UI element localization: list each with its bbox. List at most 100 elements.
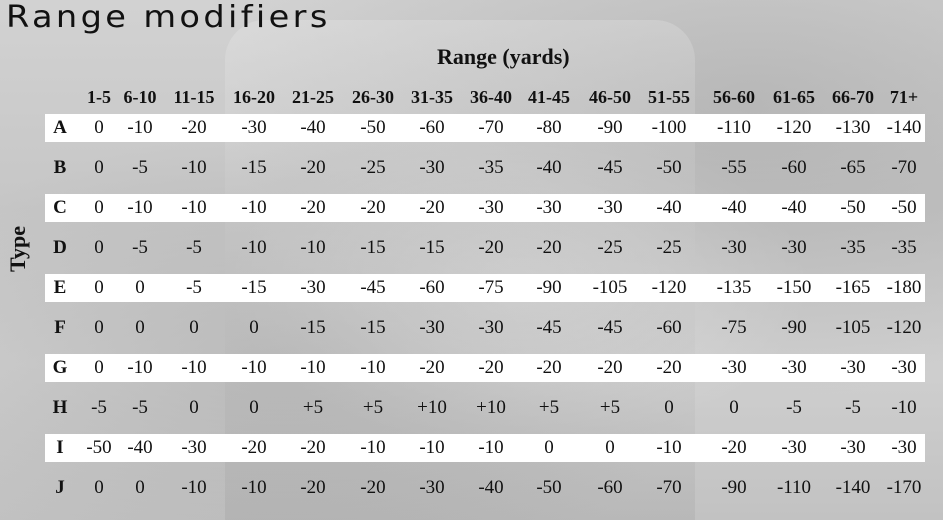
table-cell: -40	[300, 117, 326, 138]
table-cell: -30	[597, 197, 623, 218]
column-header: 41-45	[528, 87, 570, 107]
table-cell: -20	[419, 357, 445, 378]
table-cell: -10	[127, 357, 153, 378]
table-cell: -140	[886, 117, 922, 138]
column-header: 56-60	[713, 87, 755, 107]
table-cell: -45	[360, 277, 386, 298]
table-cell: 0	[94, 277, 104, 298]
table-row: D 0 -5 -5 -10 -10 -15 -15 -20 -20 -25 -25 -30 -30 -35 -…	[45, 234, 925, 262]
table-row: C 0 -10 -10 -10 -20 -20 -20 -30 -30 -30 -40 -40 -40 -5…	[45, 194, 925, 222]
table-cell: -10	[419, 437, 445, 458]
column-header: 6-10	[123, 87, 157, 107]
table-cell: -15	[360, 237, 386, 258]
table-cell: -105	[835, 317, 871, 338]
table-cell: -5	[845, 397, 861, 418]
column-header: 1-5	[87, 87, 111, 107]
table-cell: -40	[127, 437, 153, 458]
table-cell: 0	[249, 317, 259, 338]
table-cell: -135	[716, 277, 752, 298]
table-cell: -15	[419, 237, 445, 258]
table-cell: 0	[605, 437, 615, 458]
table-cell: -20	[536, 357, 562, 378]
table-cell: -15	[360, 317, 386, 338]
table-cell: 0	[94, 197, 104, 218]
table-cell: 0	[664, 397, 674, 418]
table-cell: -20	[181, 117, 207, 138]
table-cell: -35	[840, 237, 866, 258]
table-cell: -90	[597, 117, 623, 138]
table-cell: -20	[241, 437, 267, 458]
table-cell: -20	[300, 437, 326, 458]
table-cell: -120	[651, 277, 687, 298]
table-cell: -100	[651, 117, 687, 138]
column-header: 36-40	[470, 87, 512, 107]
table-cell: -20	[721, 437, 747, 458]
column-header: 26-30	[352, 87, 394, 107]
table-cell: -70	[478, 117, 504, 138]
table-cell: -30	[241, 117, 267, 138]
table-cell: -110	[776, 477, 812, 498]
table-cell: -50	[840, 197, 866, 218]
table-cell: -10	[891, 397, 917, 418]
table-cell: -40	[536, 157, 562, 178]
table-row: G 0 -10 -10 -10 -10 -10 -20 -20 -20 -20 -20 -30 -30 -3…	[45, 354, 925, 382]
table-cell: -30	[300, 277, 326, 298]
table-cell: -30	[781, 437, 807, 458]
table-cell: 0	[94, 357, 104, 378]
table-cell: 0	[94, 317, 104, 338]
table-cell: -20	[360, 197, 386, 218]
table-cell: +5	[362, 397, 384, 418]
table-cell: -35	[478, 157, 504, 178]
row-label: E	[53, 277, 67, 298]
table-cell: -10	[127, 197, 153, 218]
table-row: A 0 -10 -20 -30 -40 -50 -60 -70 -80 -90 -100 -110 -12…	[45, 114, 925, 142]
table-cell: -60	[419, 277, 445, 298]
table-cell: -30	[781, 357, 807, 378]
table-cell: -140	[835, 477, 871, 498]
column-header: 16-20	[233, 87, 275, 107]
table-cell: -5	[186, 277, 202, 298]
table-cell: -90	[536, 277, 562, 298]
table-cell: -30	[419, 477, 445, 498]
table-cell: -20	[300, 477, 326, 498]
row-label: D	[53, 237, 67, 258]
table-cell: -45	[597, 157, 623, 178]
range-heading: Range (yards)	[437, 44, 570, 69]
table-cell: +5	[538, 397, 560, 418]
table-cell: -20	[478, 237, 504, 258]
table-cell: -20	[656, 357, 682, 378]
table-cell: -30	[478, 317, 504, 338]
table-cell: -50	[656, 157, 682, 178]
table-cell: 0	[94, 157, 104, 178]
column-header: 51-55	[648, 87, 690, 107]
table-cell: -20	[300, 157, 326, 178]
table-cell: -30	[840, 437, 866, 458]
table-cell: -110	[716, 117, 752, 138]
table-cell: -60	[597, 477, 623, 498]
row-label: B	[53, 157, 67, 178]
table-cell: -10	[127, 117, 153, 138]
page-title: Range modifiers	[6, 0, 331, 35]
row-label: F	[54, 317, 66, 338]
table-cell: -30	[781, 237, 807, 258]
table-cell: -20	[536, 237, 562, 258]
table-cell: -30	[419, 157, 445, 178]
table-cell: +10	[417, 397, 447, 418]
table-cell: -25	[360, 157, 386, 178]
table-cell: -65	[840, 157, 866, 178]
table-row: E 0 0 -5 -15 -30 -45 -60 -75 -90 -105 -120 -135 -150 -…	[45, 274, 925, 302]
table-cell: -165	[835, 277, 871, 298]
column-header: 61-65	[773, 87, 815, 107]
table-cell: -50	[86, 437, 112, 458]
table-cell: -10	[181, 197, 207, 218]
row-label: I	[56, 437, 64, 458]
row-label: G	[52, 357, 68, 378]
table-cell: -45	[536, 317, 562, 338]
column-header: 31-35	[411, 87, 453, 107]
table-cell: -5	[91, 397, 107, 418]
table-cell: -30	[536, 197, 562, 218]
type-axis-label: Type	[5, 225, 30, 272]
table-cell: 0	[94, 117, 104, 138]
table-cell: -15	[241, 157, 267, 178]
column-header: 21-25	[292, 87, 334, 107]
